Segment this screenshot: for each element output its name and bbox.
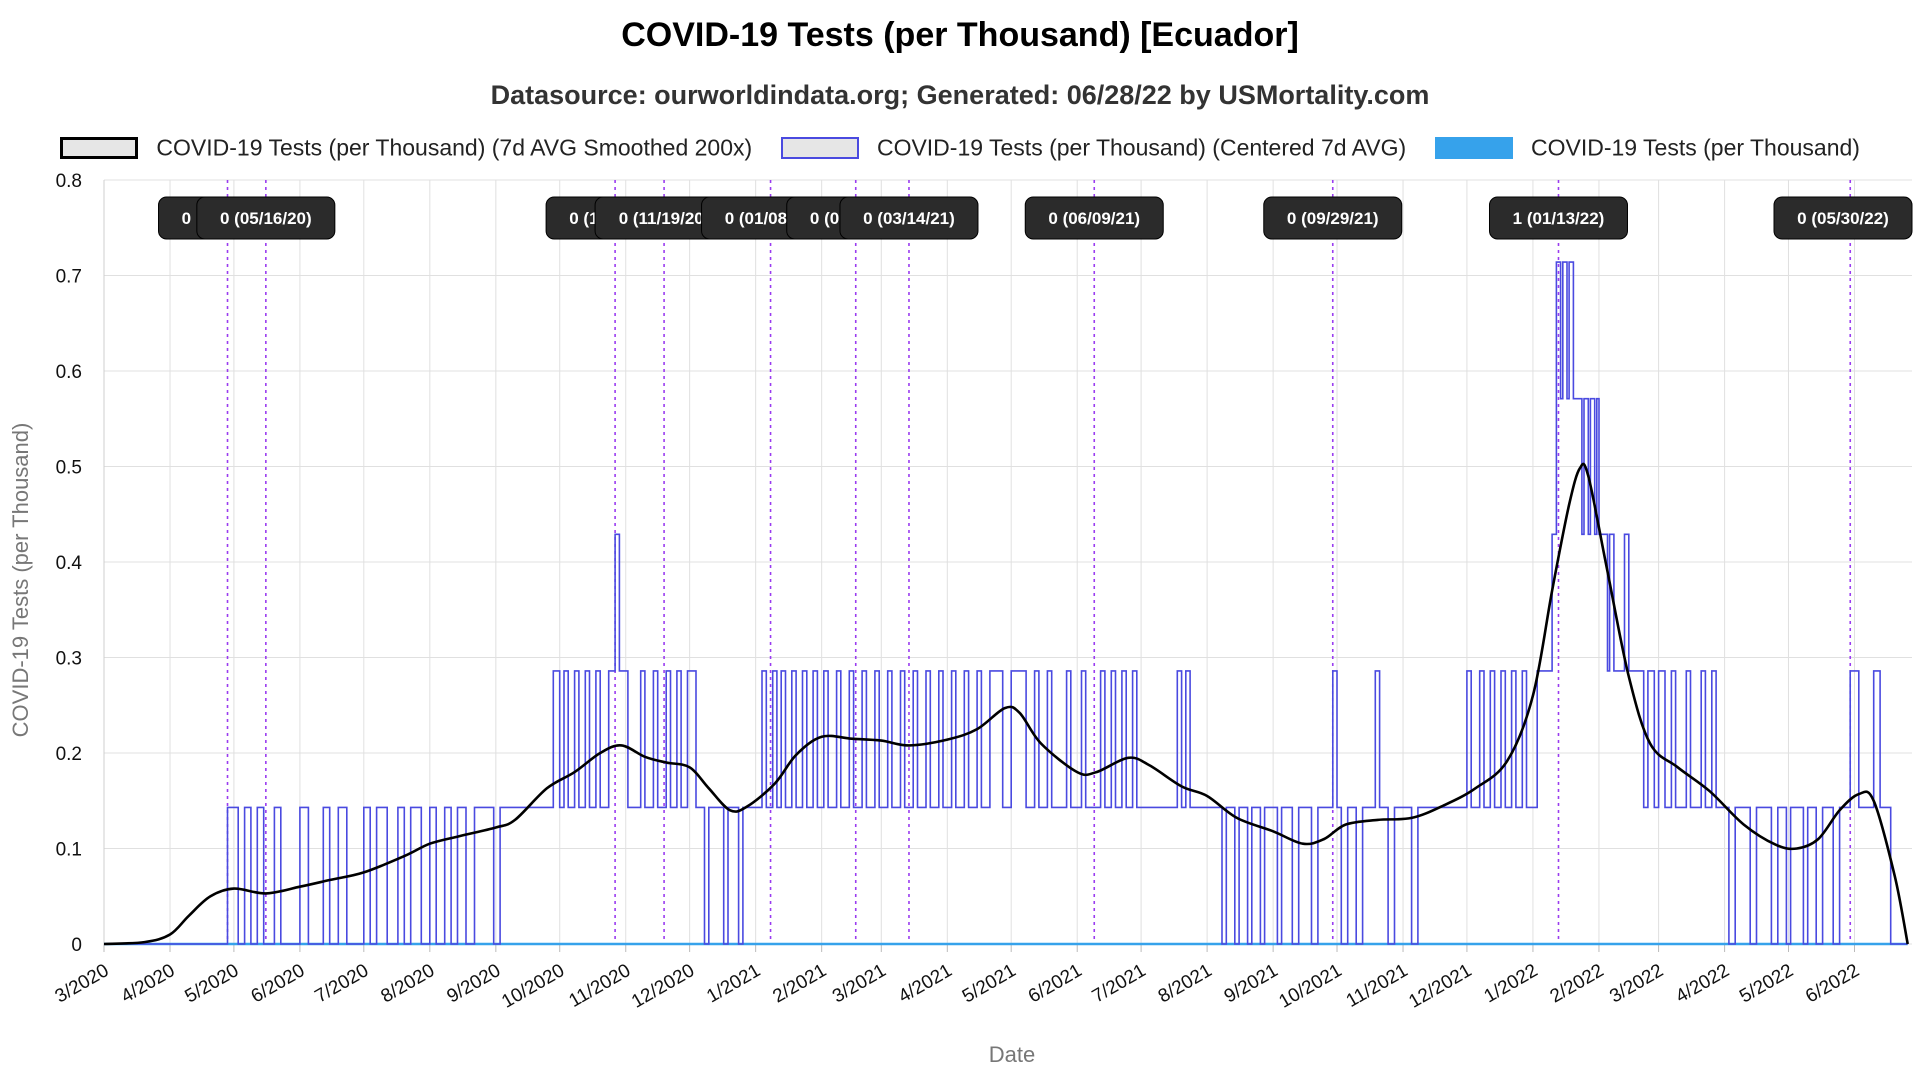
x-tick-label: 4/2020 <box>118 960 179 1007</box>
annotation-label-text: 0 (09/29/21) <box>1287 209 1379 228</box>
y-tick-label: 0.3 <box>56 649 82 670</box>
x-tick-label: 4/2022 <box>1672 960 1733 1007</box>
grid-lines <box>103 179 1912 952</box>
x-tick-label: 11/2021 <box>1343 960 1412 1012</box>
chart-title: COVID-19 Tests (per Thousand) [Ecuador] <box>621 16 1299 54</box>
x-tick-label: 1/2022 <box>1481 960 1542 1007</box>
x-tick-label: 7/2020 <box>311 960 372 1007</box>
annotation-label-text: 1 (01/13/22) <box>1513 209 1605 228</box>
x-axis-ticks: 3/2020 4/2020 5/2020 6/2020 7/2020 8/2020 9/20… <box>52 960 1863 1013</box>
x-tick-label: 1/2021 <box>703 960 764 1007</box>
x-tick-label: 9/2020 <box>444 960 505 1007</box>
x-tick-label: 12/2021 <box>1405 960 1475 1013</box>
annotation-label: 0 (05/16/20) <box>196 196 336 240</box>
y-tick-label: 0.8 <box>56 171 82 192</box>
x-tick-label: 3/2022 <box>1606 960 1667 1007</box>
annotation-label-text: 0 (11/19/20) <box>619 209 710 228</box>
x-tick-label: 3/2020 <box>52 960 113 1007</box>
annotation-label-box <box>196 196 336 240</box>
annotation-label-box <box>1024 196 1164 240</box>
legend-item-raw[interactable]: COVID-19 Tests (per Thousand) <box>1434 133 1860 161</box>
annotation-lines <box>226 180 1852 944</box>
x-tick-label: 5/2021 <box>959 960 1020 1007</box>
annotation-label-text: 0 (05/16/20) <box>220 209 312 228</box>
y-tick-label: 0.2 <box>56 744 82 765</box>
x-tick-label: 8/2020 <box>377 960 438 1007</box>
annotation-label: 1 (01/13/22) <box>1488 196 1628 240</box>
y-tick-label: 0.5 <box>56 458 82 479</box>
x-tick-label: 6/2021 <box>1025 960 1086 1007</box>
annotation-label: 0 (03/14/21) <box>839 196 979 240</box>
annotation-label: 0 (05/30/22) <box>1773 196 1913 240</box>
annotation-label-text: 0 (06/09/21) <box>1048 209 1140 228</box>
chart-legend: COVID-19 Tests (per Thousand) (7d AVG Sm… <box>0 132 1920 161</box>
legend-item-smoothed[interactable]: COVID-19 Tests (per Thousand) (7d AVG Sm… <box>60 133 752 161</box>
x-tick-label: 7/2021 <box>1089 960 1150 1007</box>
series-lines <box>103 261 1909 946</box>
x-tick-label: 10/2021 <box>1276 960 1346 1013</box>
legend-item-centered[interactable]: COVID-19 Tests (per Thousand) (Centered … <box>780 133 1407 161</box>
legend-swatch-smoothed <box>60 136 139 159</box>
x-tick-label: 6/2022 <box>1802 960 1863 1007</box>
x-tick-label: 5/2020 <box>182 960 243 1007</box>
x-tick-label: 8/2021 <box>1155 960 1216 1007</box>
annotation-label: 0 (11/19/20) <box>594 196 734 240</box>
x-tick-label: 11/2020 <box>565 960 634 1012</box>
y-tick-label: 0.6 <box>56 362 82 383</box>
legend-label-raw: COVID-19 Tests (per Thousand) <box>1530 134 1860 161</box>
x-tick-label: 2/2021 <box>769 960 830 1007</box>
annotation-label: 0 (09/29/21) <box>1263 196 1403 240</box>
legend-swatch-raw <box>1434 136 1513 159</box>
x-tick-label: 9/2021 <box>1221 960 1282 1007</box>
y-tick-label: 0 <box>71 935 82 956</box>
x-tick-label: 2/2022 <box>1547 960 1608 1007</box>
y-tick-label: 0.4 <box>56 553 83 574</box>
annotation-labels: 0 (04/28/20)0 (05/16/20)0 (10/27/20)0 (1… <box>158 196 1913 240</box>
series-line-smoothed <box>103 462 1909 946</box>
series-line-centered <box>104 261 1908 945</box>
x-tick-label: 6/2020 <box>248 960 309 1007</box>
x-tick-label: 4/2021 <box>895 960 956 1007</box>
x-axis-title: Date <box>989 1042 1035 1067</box>
x-tick-label: 12/2020 <box>628 960 698 1013</box>
annotation-label-box <box>839 196 979 240</box>
x-tick-label: 5/2022 <box>1736 960 1797 1007</box>
annotation-label-text: 0 (03/14/21) <box>863 209 955 228</box>
legend-swatch-centered <box>780 136 859 159</box>
legend-label-centered: COVID-19 Tests (per Thousand) (Centered … <box>876 134 1407 161</box>
legend-label-smoothed: COVID-19 Tests (per Thousand) (7d AVG Sm… <box>156 134 753 161</box>
y-axis-ticks: 0 0.1 0.2 0.3 0.4 0.5 0.6 0.7 0.8 <box>56 171 83 956</box>
annotation-label-text: 0 (05/30/22) <box>1797 209 1889 228</box>
y-tick-label: 0.1 <box>56 840 82 861</box>
annotation-label-box <box>1773 196 1913 240</box>
x-tick-label: 3/2021 <box>829 960 890 1007</box>
y-axis-title: COVID-19 Tests (per Thousand) <box>8 423 33 738</box>
y-tick-label: 0.7 <box>56 267 82 288</box>
x-tick-label: 10/2020 <box>498 960 568 1013</box>
annotation-label: 0 (06/09/21) <box>1024 196 1164 240</box>
annotation-label-box <box>1488 196 1628 240</box>
chart-subtitle: Datasource: ourworldindata.org; Generate… <box>490 80 1430 110</box>
annotation-label-box <box>1263 196 1403 240</box>
